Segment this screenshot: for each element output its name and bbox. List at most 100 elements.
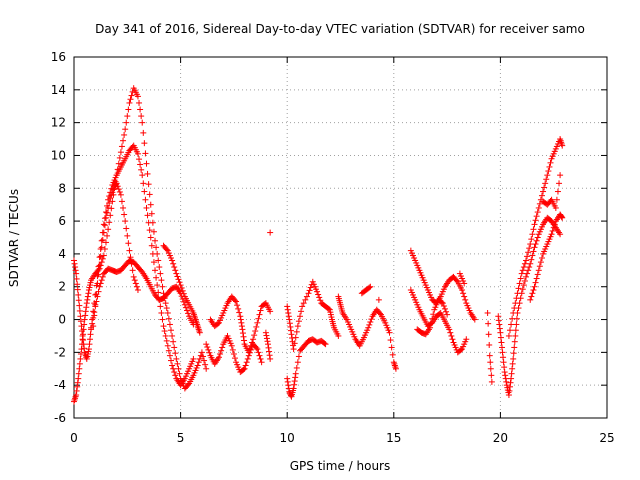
data-point [535,204,542,211]
data-point [554,188,561,195]
data-point [460,290,467,297]
data-point [527,260,534,267]
data-point [444,311,451,318]
data-point [238,319,245,326]
data-point [127,96,134,103]
data-point [498,344,505,351]
data-point [80,337,87,344]
data-point [202,361,209,368]
data-point [291,381,298,388]
data-point [150,228,157,235]
data-point [195,359,202,366]
data-point [237,313,244,320]
data-point [77,355,84,362]
data-point [141,140,148,147]
x-tick-label: 25 [599,431,614,445]
data-point [185,381,192,388]
data-point [365,324,372,331]
data-point [512,327,519,334]
data-point [145,219,152,226]
data-point [533,275,540,282]
data-point [461,293,468,300]
data-point [558,213,565,220]
data-point [95,263,102,270]
data-point [448,332,455,339]
data-point [98,277,105,284]
data-point [137,106,144,113]
data-point [463,336,470,343]
data-point [79,336,86,343]
data-point [536,263,543,270]
chart-title: Day 341 of 2016, Sidereal Day-to-day VTE… [95,22,585,36]
data-point [122,218,129,225]
data-point [116,188,123,195]
data-point [536,200,543,207]
data-point [514,290,521,297]
data-point [538,255,545,262]
data-point [73,270,80,277]
data-point [199,353,206,360]
data-point [299,303,306,310]
data-point [449,336,456,343]
data-point [74,286,81,293]
data-point [177,282,184,289]
data-point [82,308,89,315]
data-point [387,337,394,344]
data-point [104,209,111,216]
data-point [105,204,112,211]
data-point [389,351,396,358]
data-point [544,172,551,179]
data-point [161,328,168,335]
data-point [284,375,291,382]
data-point [100,221,107,228]
data-point [100,229,107,236]
data-point [162,300,169,307]
data-point [524,253,531,260]
data-point [113,180,120,187]
data-point [486,341,493,348]
data-point [95,271,102,278]
data-point [146,191,153,198]
data-point [292,374,299,381]
data-point [533,213,540,220]
data-point [439,300,446,307]
data-point [438,299,445,306]
data-point [367,319,374,326]
data-point [77,318,84,325]
data-point [180,298,187,305]
data-point [245,352,252,359]
data-point [368,316,375,323]
data-point [75,375,82,382]
data-point [541,184,548,191]
data-point [300,300,307,307]
data-point [500,359,507,366]
data-point [73,275,80,282]
data-point [171,344,178,351]
data-point [235,305,242,312]
data-point [502,372,509,379]
data-point [244,355,251,362]
data-point [251,332,258,339]
data-point [178,284,185,291]
data-point [203,341,210,348]
data-point [506,327,513,334]
data-point [183,307,190,314]
data-point [72,267,79,274]
data-point [513,295,520,302]
data-point [86,341,93,348]
data-point [236,309,243,316]
data-point [101,222,108,229]
data-point [98,244,105,251]
data-point [143,204,150,211]
data-point [81,321,88,328]
data-point [171,369,178,376]
data-point [73,392,80,399]
data-point [559,142,566,149]
data-point [182,304,189,311]
y-tick-label: 10 [51,148,66,162]
data-points [71,85,566,405]
data-point [162,332,169,339]
data-point [77,351,84,358]
data-point [296,313,303,320]
data-point [290,346,297,353]
